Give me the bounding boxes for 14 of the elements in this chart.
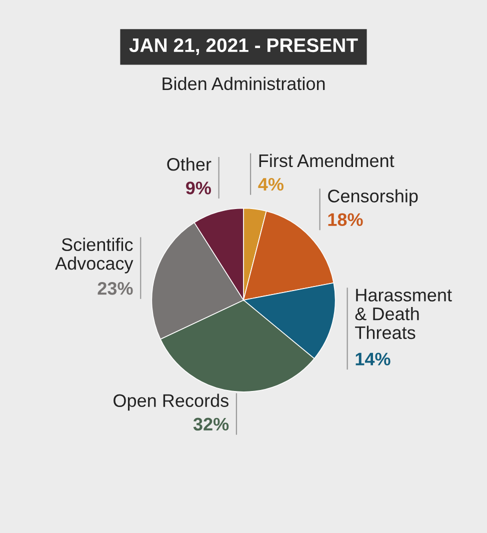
slice-label: Censorship: [328, 189, 418, 206]
data-label: 32%: [193, 418, 229, 431]
slice-label: Scientific Advocacy: [55, 238, 134, 274]
slice-label: Open Records: [114, 394, 228, 411]
chart-subtitle: Biden Administration: [162, 76, 325, 90]
data-label: 23%: [98, 282, 133, 295]
data-label: 9%: [186, 182, 212, 194]
slice-label: Other: [167, 158, 212, 171]
slice-label: First Amendment: [259, 154, 394, 168]
data-label: 4%: [258, 178, 284, 191]
data-label: 18%: [328, 213, 363, 226]
slice-label: Harassment & Death Threats: [355, 288, 452, 340]
chart-title: JAN 21, 2021 - PRESENT: [129, 38, 358, 55]
data-label: 14%: [356, 352, 390, 366]
